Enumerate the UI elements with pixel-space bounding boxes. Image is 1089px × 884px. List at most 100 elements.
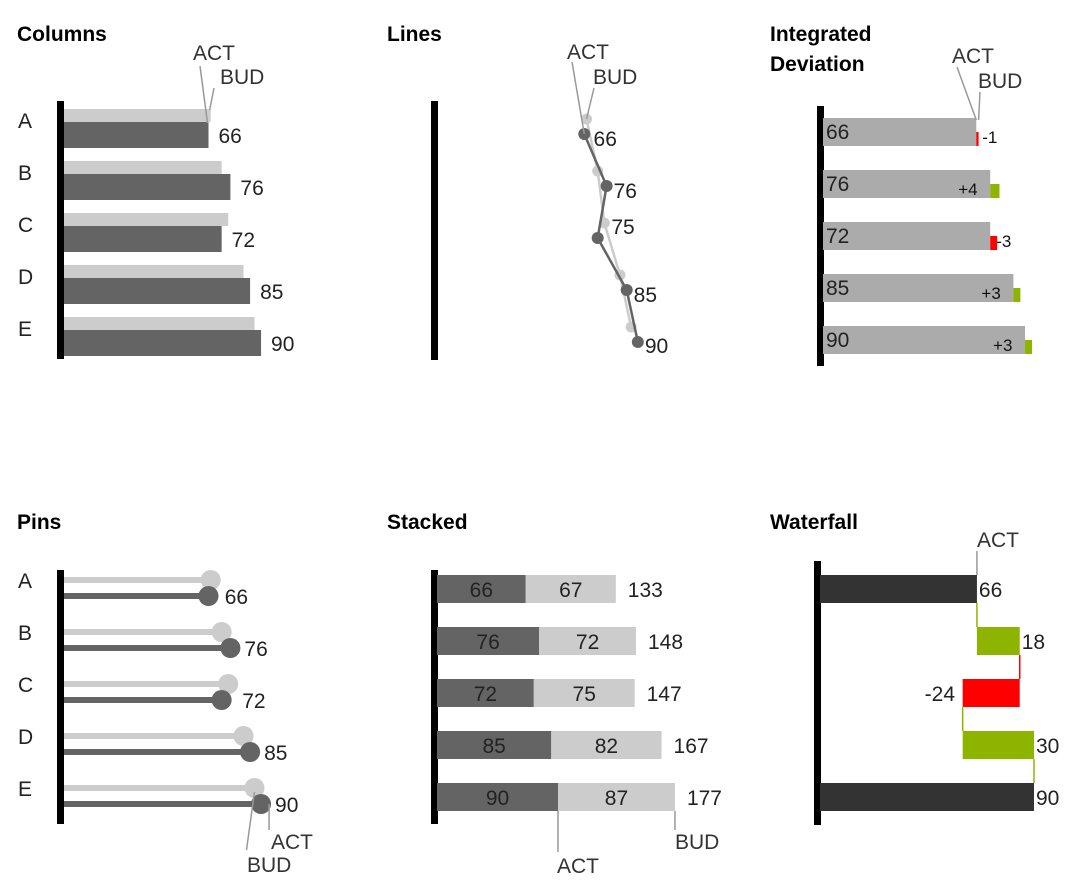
- integrated-act-bar: [823, 222, 991, 250]
- columns-category-label: C: [18, 214, 33, 237]
- pins-act-head: [198, 586, 219, 606]
- integrated-value-label: 76: [826, 173, 849, 196]
- integrated-value-label: 90: [826, 329, 849, 352]
- columns-data-label: 85: [260, 281, 283, 304]
- pins-act-head: [220, 638, 241, 658]
- integrated-value-label: 85: [826, 277, 849, 300]
- integrated-act-bar: [823, 274, 1014, 302]
- stacked-total-label: 148: [648, 631, 683, 654]
- stacked-bud-label: 67: [559, 579, 582, 602]
- pins-act-head: [211, 690, 232, 710]
- waterfall-increase-bar: [962, 731, 1034, 759]
- lines-bud-leader: [585, 87, 595, 120]
- integrated-deviation-label: -3: [996, 232, 1011, 251]
- integrated-positive-deviation: [1025, 340, 1032, 354]
- stacked-bud-segment: [558, 783, 675, 811]
- columns-bud-bar: [64, 109, 211, 122]
- stacked-act-legend: ACT: [557, 855, 599, 878]
- waterfall-data-label: 18: [1022, 631, 1045, 654]
- columns-bud-bar: [64, 265, 244, 278]
- pins-act-head: [251, 794, 272, 814]
- columns-category-label: E: [18, 318, 32, 341]
- pins-category-label: E: [18, 778, 32, 801]
- columns-act-bar: [64, 330, 262, 356]
- lines-axis: [431, 101, 438, 360]
- integrated-value-label: 66: [826, 121, 849, 144]
- lines-act-leader: [571, 61, 586, 135]
- pins-bud-leader: [245, 791, 256, 851]
- pins-category-label: B: [18, 622, 32, 645]
- stacked-bud-label: 87: [605, 787, 628, 810]
- columns-act-bar: [64, 278, 251, 304]
- lines-data-label: 90: [645, 335, 668, 358]
- integrated-act-leader: [956, 66, 977, 121]
- pins-category-label: A: [18, 570, 32, 593]
- stacked-act-label: 85: [482, 735, 505, 758]
- stacked-act-label: 90: [486, 787, 509, 810]
- integrated-act-bar: [823, 326, 1026, 354]
- columns-data-label: 66: [219, 125, 242, 148]
- stacked-total-label: 167: [674, 735, 709, 758]
- lines-bud-legend: BUD: [593, 66, 637, 89]
- integrated-negative-deviation: [990, 236, 998, 250]
- integrated-deviation-label: +4: [958, 180, 977, 199]
- pins-data-label: 72: [242, 690, 265, 713]
- stacked-act-label: 76: [476, 631, 499, 654]
- stacked-act-segment: [437, 575, 526, 603]
- columns-bud-bar: [64, 161, 222, 174]
- stacked-total-label: 133: [628, 579, 663, 602]
- columns-act-bar: [64, 226, 222, 252]
- waterfall-panel: Waterfall 66 18 -24 30 90 ACT: [770, 511, 1059, 825]
- pins-bud-head: [218, 674, 239, 694]
- stacked-axis: [431, 570, 438, 824]
- waterfall-axis: [814, 561, 821, 825]
- integrated-deviation-label: +3: [993, 336, 1012, 355]
- columns-act-bar: [64, 122, 209, 148]
- stacked-panel: Stacked 66 67 133 76 72 148 72 75 147 85 82 167 90 87…: [387, 511, 722, 878]
- integrated-value-label: 72: [826, 225, 849, 248]
- lines-data-label: 75: [611, 216, 634, 239]
- pins-axis: [57, 570, 64, 824]
- pins-bud-head: [244, 778, 265, 798]
- lines-data-label: 66: [594, 128, 617, 151]
- pins-bud-head: [211, 622, 232, 642]
- integrated-bud-leader: [977, 91, 981, 121]
- integrated-axis: [817, 106, 824, 366]
- pins-act-legend: ACT: [271, 831, 313, 854]
- integrated-negative-deviation: [976, 132, 979, 146]
- stacked-bud-legend: BUD: [675, 831, 719, 854]
- columns-bud-legend: BUD: [220, 66, 264, 89]
- stacked-act-segment: [437, 731, 552, 759]
- stacked-bud-segment: [533, 679, 635, 707]
- stacked-bud-segment: [551, 731, 662, 759]
- stacked-total-label: 177: [687, 787, 722, 810]
- waterfall-title: Waterfall: [770, 511, 858, 534]
- stacked-bud-segment: [539, 627, 636, 655]
- columns-act-legend: ACT: [193, 42, 235, 65]
- pins-category-label: C: [18, 674, 33, 697]
- integrated-positive-deviation: [990, 184, 1000, 198]
- stacked-title: Stacked: [387, 511, 468, 534]
- waterfall-decrease-bar: [962, 679, 1020, 707]
- stacked-act-segment: [437, 783, 558, 811]
- columns-bud-leader: [208, 87, 215, 111]
- integrated-title-line-1: Integrated: [770, 23, 872, 46]
- waterfall-increase-bar: [976, 627, 1020, 655]
- integrated-act-bar: [823, 170, 991, 198]
- pins-bud-legend: BUD: [247, 854, 291, 877]
- columns-category-label: D: [18, 266, 33, 289]
- waterfall-total-bar: [820, 783, 1034, 811]
- stacked-total-label: 147: [647, 683, 682, 706]
- columns-bud-bar: [64, 213, 229, 226]
- lines-act-point: [631, 336, 644, 348]
- integrated-bud-legend: BUD: [978, 70, 1022, 93]
- stacked-act-segment: [437, 627, 540, 655]
- stacked-bud-segment: [525, 575, 616, 603]
- stacked-bud-label: 75: [573, 683, 596, 706]
- pins-act-head: [240, 742, 261, 762]
- stacked-bud-label: 72: [576, 631, 599, 654]
- pins-bud-head: [233, 726, 254, 746]
- columns-category-label: A: [18, 110, 32, 133]
